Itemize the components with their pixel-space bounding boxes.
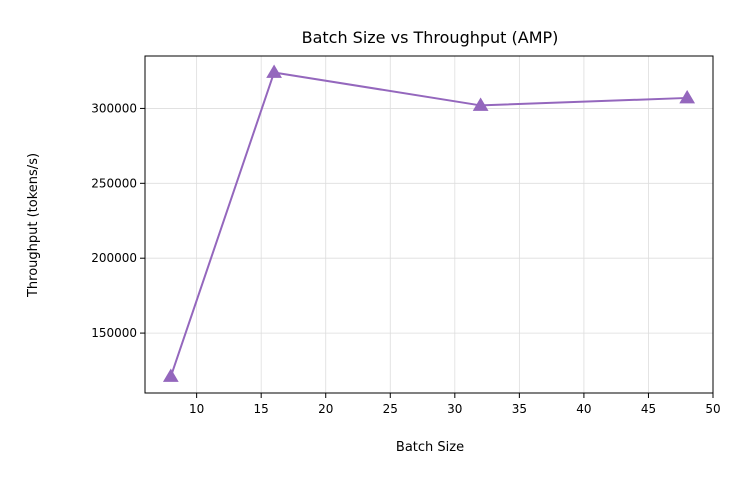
y-axis-ticks: 150000 200000 250000 300000: [91, 101, 145, 340]
x-axis-ticks: 10 15 20 25 30 35 40 45 50: [189, 393, 721, 416]
x-tick-label: 35: [512, 402, 527, 416]
x-tick-label: 45: [641, 402, 656, 416]
x-tick-label: 20: [318, 402, 333, 416]
grid: [145, 56, 714, 393]
plot-frame: [144, 55, 714, 394]
data-point-triangle: [472, 97, 489, 111]
x-tick-label: 10: [189, 402, 204, 416]
y-tick-label: 150000: [91, 326, 137, 340]
x-tick-label: 15: [254, 402, 269, 416]
data-point-triangle: [679, 89, 696, 104]
y-axis-label: Throughput (tokens/s): [26, 153, 41, 298]
x-tick-label: 40: [576, 402, 591, 416]
x-tick-label: 25: [383, 402, 398, 416]
data-point-triangle: [266, 64, 282, 78]
x-tick-label: 30: [447, 402, 462, 416]
y-tick-label: 200000: [91, 251, 137, 265]
data-point-triangle: [162, 368, 179, 382]
x-tick-label: 50: [705, 402, 720, 416]
y-tick-label: 300000: [91, 101, 137, 115]
y-tick-label: 250000: [91, 176, 137, 190]
series-group: [162, 64, 696, 382]
chart-title: Batch Size vs Throughput (AMP): [302, 28, 559, 47]
x-axis-label: Batch Size: [396, 440, 464, 455]
series-line: [169, 71, 688, 377]
